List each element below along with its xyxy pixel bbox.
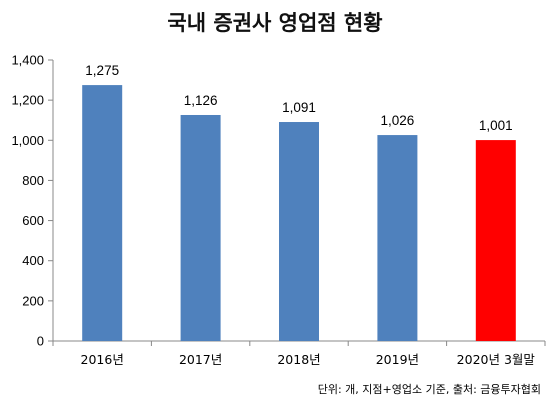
y-tick-label: 200 [22, 293, 44, 308]
y-tick-label: 600 [22, 213, 44, 228]
bar [82, 85, 123, 341]
data-label: 1,275 [85, 63, 119, 78]
bar [279, 122, 319, 341]
x-axis: 2016년 2017년 2018년 2019년 2020년 3월말 [52, 340, 546, 367]
x-tick-label: 2019년 [376, 352, 419, 367]
data-label: 1,001 [479, 118, 513, 133]
x-tick-label: 2018년 [277, 352, 320, 367]
y-tick-label: 1,400 [11, 53, 44, 68]
y-tick-label: 800 [22, 173, 44, 188]
bar [377, 135, 418, 341]
bar [180, 114, 221, 341]
x-tick-label: 2017년 [179, 352, 222, 367]
y-tick-label: 1,200 [11, 93, 44, 108]
chart-title: 국내 증권사 영업점 현황 [167, 11, 382, 35]
x-tick-label: 2016년 [81, 352, 124, 367]
y-tick-label: 400 [22, 253, 44, 268]
data-label: 1,126 [184, 93, 218, 108]
bar [475, 140, 516, 341]
data-label: 1,091 [282, 100, 316, 115]
data-labels: 1,275 1,126 1,091 1,026 1,001 [85, 63, 512, 133]
bars [82, 85, 516, 341]
source-note: 단위: 개, 지점+영업소 기준, 출처: 금융투자협회 [318, 383, 541, 396]
x-tick-label: 2020년 3월말 [457, 352, 536, 367]
y-tick-label: 0 [37, 334, 44, 349]
y-axis: 0 200 400 600 800 1,000 1,200 1,400 [11, 53, 54, 349]
data-label: 1,026 [381, 113, 415, 128]
y-tick-label: 1,000 [11, 133, 44, 148]
